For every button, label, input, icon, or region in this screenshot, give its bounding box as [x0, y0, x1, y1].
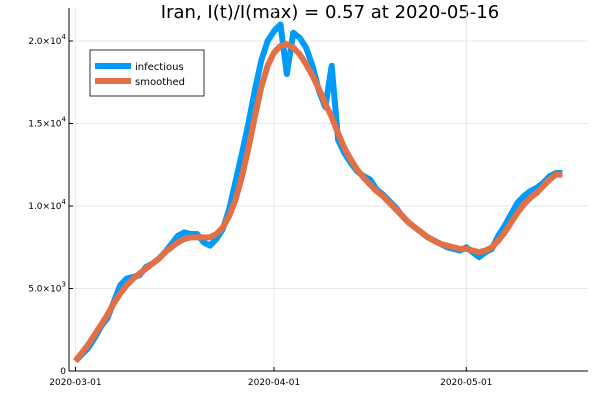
x-tick-labels: 2020-03-01 2020-04-01 2020-05-01	[49, 367, 492, 388]
y-tick-label: 2.0×104	[28, 33, 66, 47]
y-tick-exponent: 4	[62, 198, 67, 206]
legend-box	[89, 49, 205, 97]
series-line-smoothed	[73, 41, 563, 363]
y-tick-label: 1.0×104	[28, 198, 66, 212]
y-tick-mantissa: 1.0×10	[28, 202, 62, 212]
x-tick-label: 2020-04-01	[248, 378, 300, 388]
x-tick-label: 2020-03-01	[49, 378, 101, 388]
y-tick-exponent: 4	[62, 33, 67, 41]
legend: infectious smoothed	[89, 49, 205, 97]
legend-label-smoothed: smoothed	[135, 77, 185, 88]
y-tick-mantissa: 1.5×10	[28, 120, 62, 130]
series	[73, 21, 563, 364]
grid	[69, 8, 588, 372]
y-tick-mantissa: 2.0×10	[28, 37, 62, 47]
y-tick-mantissa: 5.0×10	[28, 285, 62, 295]
y-tick-exponent: 3	[62, 281, 66, 289]
x-tick-label: 2020-05-01	[440, 378, 492, 388]
y-tick-label: 1.5×104	[28, 116, 66, 130]
y-tick-label: 5.0×103	[28, 281, 66, 295]
chart-title: Iran, I(t)/I(max) = 0.57 at 2020-05-16	[161, 2, 499, 23]
y-tick-exponent: 4	[62, 116, 67, 124]
y-tick-label: 0	[60, 367, 66, 377]
legend-label-infectious: infectious	[135, 62, 184, 73]
y-tick-mantissa: 0	[60, 367, 66, 377]
